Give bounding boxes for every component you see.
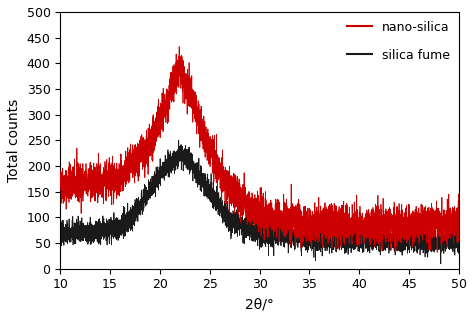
X-axis label: 2θ/°: 2θ/° bbox=[245, 297, 274, 311]
silica fume bbox=[438, 262, 444, 266]
silica fume bbox=[355, 239, 361, 243]
Line: nano-silica: nano-silica bbox=[60, 46, 459, 252]
silica fume bbox=[130, 203, 136, 207]
silica fume bbox=[176, 138, 182, 142]
Legend: nano-silica, silica fume: nano-silica, silica fume bbox=[342, 16, 456, 67]
silica fume bbox=[57, 234, 63, 238]
nano-silica bbox=[355, 231, 361, 235]
nano-silica bbox=[176, 45, 182, 48]
nano-silica bbox=[57, 179, 63, 183]
nano-silica bbox=[385, 230, 391, 233]
silica fume bbox=[385, 236, 391, 240]
nano-silica bbox=[456, 228, 462, 232]
nano-silica bbox=[434, 250, 440, 254]
nano-silica bbox=[317, 216, 322, 220]
nano-silica bbox=[297, 221, 302, 225]
silica fume bbox=[297, 224, 302, 228]
nano-silica bbox=[130, 157, 136, 161]
silica fume bbox=[456, 237, 462, 240]
Line: silica fume: silica fume bbox=[60, 140, 459, 264]
silica fume bbox=[210, 186, 216, 190]
Y-axis label: Total counts: Total counts bbox=[7, 99, 21, 182]
silica fume bbox=[317, 248, 322, 252]
nano-silica bbox=[210, 134, 216, 137]
